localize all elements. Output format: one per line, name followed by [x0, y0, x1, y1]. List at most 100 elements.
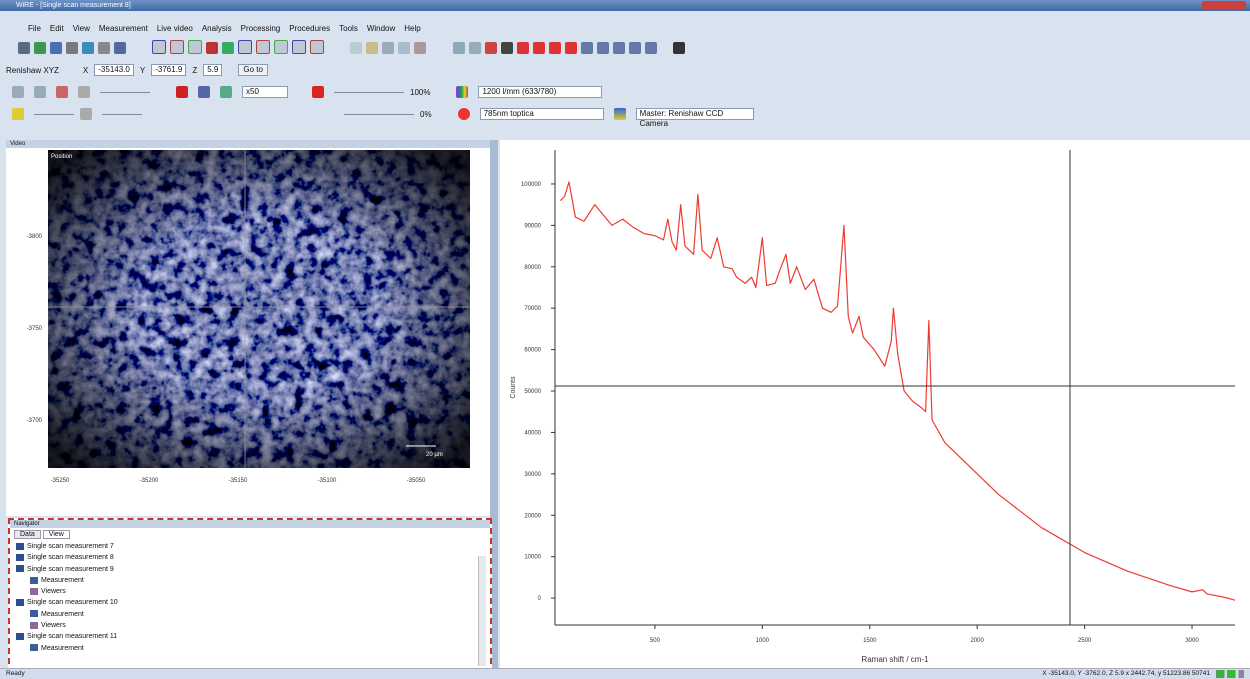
tree-child[interactable]: Measurement: [16, 609, 490, 620]
menu-item[interactable]: Analysis: [202, 22, 232, 36]
y-tick-label: 10000: [524, 555, 541, 561]
tree-node[interactable]: Single scan measurement 11: [16, 631, 490, 642]
tree-child[interactable]: Measurement: [16, 575, 490, 586]
tree-icon: [16, 543, 24, 550]
menu-item[interactable]: Processing: [241, 22, 281, 36]
y-tick-label: 50000: [524, 389, 541, 395]
menu-item[interactable]: Tools: [339, 22, 358, 36]
video-panel: Video Position 20 µm -3800 -3750 -3700 -352…: [6, 140, 490, 516]
tree-child[interactable]: Viewers: [16, 620, 490, 631]
x-label: X: [83, 66, 88, 75]
video-y-tick: -3750: [27, 326, 43, 332]
tree-scrollbar[interactable]: [478, 556, 486, 666]
tree-label: Measurement: [41, 645, 84, 652]
y-tick-label: 100000: [521, 182, 542, 188]
tree-icon: [16, 633, 24, 640]
camera-select[interactable]: Master: Renishaw CCD Camera: [636, 108, 754, 120]
instrument-toolbar-2: 0% 785nm toptica Master: Renishaw CCD Ca…: [12, 106, 754, 122]
y-tick-label: 30000: [524, 472, 541, 478]
grating-select[interactable]: 1200 l/mm (633/780): [478, 86, 602, 98]
menu-item[interactable]: View: [73, 22, 90, 36]
y-tick-label: 80000: [524, 265, 541, 271]
tree-label: Single scan measurement 8: [27, 554, 114, 561]
y-field[interactable]: -3761.9: [151, 64, 186, 76]
app-window: WiRE - [Single scan measurement 8] File E…: [0, 0, 1250, 679]
z-label: Z: [192, 66, 197, 75]
video-x-tick: -35250: [51, 478, 70, 484]
y-tick-label: 70000: [524, 306, 541, 312]
video-x-tick: -35100: [318, 478, 337, 484]
video-y-tick: -3700: [27, 418, 43, 424]
video-y-tick: -3800: [27, 234, 43, 240]
tree-icon: [16, 565, 24, 572]
y-tick-label: 40000: [524, 430, 541, 436]
z-field[interactable]: 5.9: [203, 64, 222, 76]
laser-select[interactable]: 785nm toptica: [480, 108, 604, 120]
navigator-title: Navigator: [10, 520, 490, 528]
status-bar: Ready X -35143.0, Y -3762.0, Z 5.9 x 244…: [0, 668, 1250, 679]
title-bar: WiRE - [Single scan measurement 8]: [0, 0, 1250, 11]
tree-label: Viewers: [41, 622, 66, 629]
y-tick-label: 90000: [524, 223, 541, 229]
x-tick-label: 2000: [971, 638, 985, 644]
video-x-tick: -35150: [229, 478, 248, 484]
x-field[interactable]: -35143.0: [94, 64, 134, 76]
tree-icon: [30, 610, 38, 617]
status-left: Ready: [6, 669, 25, 679]
spectrum-panel: 0100002000030000400005000060000700008000…: [500, 140, 1250, 668]
y-tick-label: 60000: [524, 348, 541, 354]
tree-label: Single scan measurement 11: [27, 633, 117, 640]
tree-icon: [30, 588, 38, 595]
tree-icon: [30, 577, 38, 584]
tree-node[interactable]: Single scan measurement 7: [16, 541, 490, 552]
scale-bar-label: 20 µm: [426, 452, 443, 458]
status-coords: X -35143.0, Y -3762.0, Z 5.9 x 2442.74, …: [1042, 669, 1210, 679]
y-axis-label: Counts: [510, 376, 517, 399]
y-tick-label: 20000: [524, 513, 541, 519]
video-label: Position: [51, 154, 72, 160]
menu-item[interactable]: Edit: [50, 22, 64, 36]
menu-item[interactable]: Procedures: [289, 22, 330, 36]
navigator-tree: Single scan measurement 7 Single scan mea…: [10, 541, 490, 654]
tree-label: Single scan measurement 7: [27, 543, 114, 550]
laser-power: 100%: [410, 88, 430, 97]
menu-item[interactable]: File: [28, 22, 41, 36]
tree-icon: [30, 644, 38, 651]
goto-button[interactable]: Go to: [238, 64, 268, 76]
video-view: Position 20 µm -3800-3750-3700-35250-352…: [6, 148, 490, 516]
tree-child[interactable]: Viewers: [16, 586, 490, 597]
navigator-tab[interactable]: View: [43, 530, 70, 539]
tree-label: Single scan measurement 10: [27, 599, 118, 606]
tree-label: Measurement: [41, 611, 84, 618]
x-tick-label: 1000: [756, 638, 770, 644]
tree-child[interactable]: Measurement: [16, 643, 490, 654]
tree-node[interactable]: Single scan measurement 8: [16, 552, 490, 563]
navigator-tab[interactable]: Data: [14, 530, 41, 539]
tree-icon: [30, 622, 38, 629]
tree-icon: [16, 599, 24, 606]
objective-select[interactable]: x50: [242, 86, 288, 98]
x-tick-label: 500: [650, 638, 661, 644]
tree-label: Single scan measurement 9: [27, 566, 114, 573]
tree-node[interactable]: Single scan measurement 9: [16, 564, 490, 575]
menu-item[interactable]: Window: [367, 22, 395, 36]
tree-label: Viewers: [41, 588, 66, 595]
video-panel-title: Video: [6, 140, 490, 148]
tree-icon: [16, 554, 24, 561]
instrument-toolbar-1: x50 100% 1200 l/mm (633/780): [12, 84, 602, 100]
video-x-tick: -35050: [407, 478, 426, 484]
x-axis-label: Raman shift / cm-1: [861, 655, 929, 664]
window-controls[interactable]: [1202, 1, 1246, 10]
stage-name: Renishaw XYZ: [6, 66, 59, 75]
x-tick-label: 1500: [863, 638, 877, 644]
menu-item[interactable]: Help: [404, 22, 420, 36]
other-power: 0%: [420, 110, 432, 119]
menu-item[interactable]: Measurement: [99, 22, 148, 36]
tree-node[interactable]: Single scan measurement 10: [16, 597, 490, 608]
x-tick-label: 2500: [1078, 638, 1092, 644]
menu-bar: File Edit View Measurement Live video Analysi…: [0, 22, 1250, 36]
menu-item[interactable]: Live video: [157, 22, 193, 36]
